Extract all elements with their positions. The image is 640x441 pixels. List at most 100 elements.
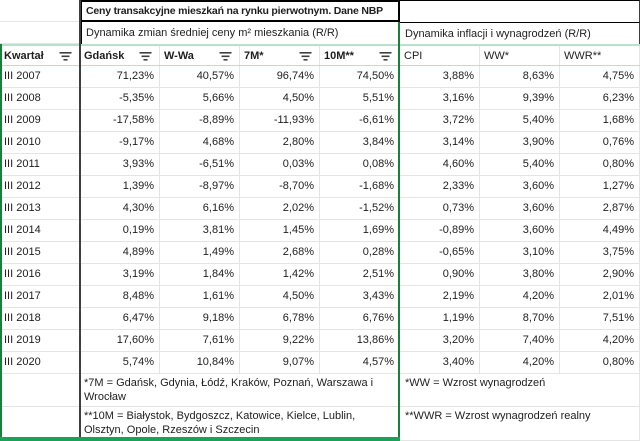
cell-value[interactable]: 2,68% bbox=[240, 242, 320, 264]
cell-value[interactable]: -11,93% bbox=[240, 110, 320, 132]
cell-value[interactable]: 96,74% bbox=[240, 66, 320, 88]
cell-value[interactable]: 9,18% bbox=[160, 308, 240, 330]
cell-value[interactable]: 40,57% bbox=[160, 66, 240, 88]
column-header-wwr[interactable]: WWR** bbox=[560, 46, 640, 65]
cell-value[interactable]: 0,80% bbox=[560, 352, 640, 374]
cell-value[interactable]: -9,17% bbox=[80, 132, 160, 154]
filter-button[interactable] bbox=[377, 48, 393, 64]
cell-value[interactable]: 8,63% bbox=[480, 66, 560, 88]
cell-value[interactable]: -8,89% bbox=[160, 110, 240, 132]
cell-value[interactable]: 4,49% bbox=[560, 220, 640, 242]
cell-value[interactable]: 3,80% bbox=[480, 264, 560, 286]
cell-value[interactable]: 3,75% bbox=[560, 242, 640, 264]
cell-value[interactable]: 5,74% bbox=[80, 352, 160, 374]
cell-value[interactable]: -8,70% bbox=[240, 176, 320, 198]
cell-value[interactable]: 0,03% bbox=[240, 154, 320, 176]
cell-value[interactable]: 74,50% bbox=[320, 66, 400, 88]
cell-value[interactable]: 0,90% bbox=[400, 264, 480, 286]
cell-value[interactable]: 3,60% bbox=[480, 220, 560, 242]
cell-value[interactable]: 7,40% bbox=[480, 330, 560, 352]
table-title[interactable]: Ceny transakcyjne mieszkań na rynku pier… bbox=[80, 0, 400, 22]
cell-kwartal[interactable]: III 2009 bbox=[0, 110, 80, 132]
cell-value[interactable]: 3,81% bbox=[160, 220, 240, 242]
cell-value[interactable]: 9,22% bbox=[240, 330, 320, 352]
footnote-ww[interactable]: *WW = Wzrost wynagrodzeń bbox=[400, 374, 640, 407]
cell-value[interactable]: 9,39% bbox=[480, 88, 560, 110]
column-header-w-wa[interactable]: W-Wa bbox=[160, 46, 240, 65]
cell-value[interactable]: 0,19% bbox=[80, 220, 160, 242]
filter-button[interactable] bbox=[217, 48, 233, 64]
cell-value[interactable]: 1,45% bbox=[240, 220, 320, 242]
filter-button[interactable] bbox=[297, 48, 313, 64]
cell-value[interactable]: 8,48% bbox=[80, 286, 160, 308]
cell-kwartal[interactable]: III 2015 bbox=[0, 242, 80, 264]
column-header-kwarta[interactable]: Kwartał bbox=[0, 46, 80, 65]
cell-kwartal[interactable]: III 2018 bbox=[0, 308, 80, 330]
cell-value[interactable]: 5,40% bbox=[480, 154, 560, 176]
empty-cell[interactable] bbox=[0, 407, 80, 441]
cell-value[interactable]: -1,52% bbox=[320, 198, 400, 220]
cell-value[interactable]: 3,93% bbox=[80, 154, 160, 176]
cell-value[interactable]: 4,60% bbox=[400, 154, 480, 176]
cell-kwartal[interactable]: III 2017 bbox=[0, 286, 80, 308]
cell-value[interactable]: 3,16% bbox=[400, 88, 480, 110]
cell-value[interactable]: 17,60% bbox=[80, 330, 160, 352]
footnote-wwr[interactable]: **WWR = Wzrost wynagrodzeń realny bbox=[400, 407, 640, 441]
cell-value[interactable]: 0,76% bbox=[560, 132, 640, 154]
cell-value[interactable]: -0,89% bbox=[400, 220, 480, 242]
cell-kwartal[interactable]: III 2011 bbox=[0, 154, 80, 176]
cell-value[interactable]: 7,61% bbox=[160, 330, 240, 352]
cell-value[interactable]: 6,47% bbox=[80, 308, 160, 330]
cell-value[interactable]: 0,28% bbox=[320, 242, 400, 264]
cell-value[interactable]: 1,39% bbox=[80, 176, 160, 198]
cell-value[interactable]: 5,51% bbox=[320, 88, 400, 110]
cell-value[interactable]: 1,61% bbox=[160, 286, 240, 308]
cell-value[interactable]: 0,73% bbox=[400, 198, 480, 220]
column-header-gda-sk[interactable]: Gdańsk bbox=[80, 46, 160, 65]
cell-value[interactable]: 1,68% bbox=[560, 110, 640, 132]
cell-value[interactable]: 1,49% bbox=[160, 242, 240, 264]
cell-value[interactable]: 3,40% bbox=[400, 352, 480, 374]
empty-cell[interactable] bbox=[400, 0, 640, 22]
cell-value[interactable]: 6,78% bbox=[240, 308, 320, 330]
cell-value[interactable]: -5,35% bbox=[80, 88, 160, 110]
cell-value[interactable]: 3,90% bbox=[480, 132, 560, 154]
cell-value[interactable]: 4,20% bbox=[560, 330, 640, 352]
cell-value[interactable]: 5,66% bbox=[160, 88, 240, 110]
cell-value[interactable]: 1,84% bbox=[160, 264, 240, 286]
column-header-10m[interactable]: 10M** bbox=[320, 46, 400, 65]
cell-value[interactable]: 0,80% bbox=[560, 154, 640, 176]
column-header-cpi[interactable]: CPI bbox=[400, 46, 480, 65]
cell-value[interactable]: 1,19% bbox=[400, 308, 480, 330]
cell-value[interactable]: 1,27% bbox=[560, 176, 640, 198]
cell-value[interactable]: 4,30% bbox=[80, 198, 160, 220]
subtitle-inflation[interactable]: Dynamika inflacji i wynagrodzeń (R/R) bbox=[400, 22, 640, 44]
cell-value[interactable]: 3,60% bbox=[480, 176, 560, 198]
cell-value[interactable]: 9,07% bbox=[240, 352, 320, 374]
cell-value[interactable]: 8,70% bbox=[480, 308, 560, 330]
filter-button[interactable] bbox=[137, 48, 153, 64]
cell-value[interactable]: 3,84% bbox=[320, 132, 400, 154]
cell-kwartal[interactable]: III 2019 bbox=[0, 330, 80, 352]
column-header-7m[interactable]: 7M* bbox=[240, 46, 320, 65]
cell-value[interactable]: 2,01% bbox=[560, 286, 640, 308]
cell-value[interactable]: 2,80% bbox=[240, 132, 320, 154]
cell-value[interactable]: 13,86% bbox=[320, 330, 400, 352]
cell-value[interactable]: 4,20% bbox=[480, 352, 560, 374]
cell-value[interactable]: 3,19% bbox=[80, 264, 160, 286]
cell-kwartal[interactable]: III 2020 bbox=[0, 352, 80, 374]
cell-value[interactable]: 2,33% bbox=[400, 176, 480, 198]
cell-value[interactable]: -6,51% bbox=[160, 154, 240, 176]
cell-kwartal[interactable]: III 2012 bbox=[0, 176, 80, 198]
cell-value[interactable]: 6,23% bbox=[560, 88, 640, 110]
column-header-ww[interactable]: WW* bbox=[480, 46, 560, 65]
cell-value[interactable]: 0,08% bbox=[320, 154, 400, 176]
empty-cell[interactable] bbox=[0, 374, 80, 407]
cell-kwartal[interactable]: III 2010 bbox=[0, 132, 80, 154]
cell-value[interactable]: 1,69% bbox=[320, 220, 400, 242]
cell-value[interactable]: 2,19% bbox=[400, 286, 480, 308]
empty-cell[interactable] bbox=[0, 0, 80, 22]
cell-kwartal[interactable]: III 2016 bbox=[0, 264, 80, 286]
empty-cell[interactable] bbox=[0, 22, 80, 44]
cell-value[interactable]: 3,72% bbox=[400, 110, 480, 132]
